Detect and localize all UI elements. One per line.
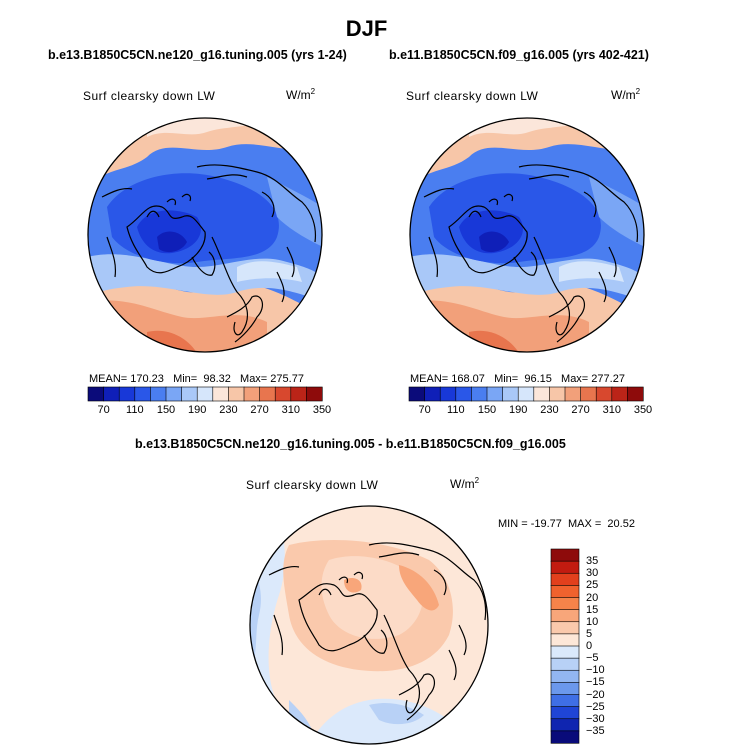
colorbar-tick-label: 30 (586, 567, 599, 580)
colorbar-tick-label: 230 (219, 404, 238, 416)
figure-title: DJF (345, 16, 388, 41)
panel-3-units: W/m2 (450, 476, 480, 491)
panel-2-stats: MEAN= 168.07 Min= 96.15 Max= 277.27 (410, 373, 625, 385)
panel-2-units: W/m2 (611, 87, 641, 102)
colorbar-box (502, 386, 519, 402)
panel-1-colorbar (87, 386, 323, 402)
colorbar-box (243, 386, 261, 402)
colorbar-box (486, 386, 504, 402)
colorbar-tick-label: −15 (586, 676, 605, 689)
colorbar-box (439, 386, 457, 402)
panel-1-polar-map (87, 117, 323, 353)
colorbar-tick-label: 20 (586, 591, 599, 604)
colorbar-box (611, 386, 629, 402)
colorbar-tick-label: 5 (586, 627, 593, 640)
colorbar-box (290, 386, 308, 402)
colorbar-box (181, 386, 198, 402)
colorbar-box (550, 560, 580, 574)
panel-3-variable-label: Surf clearsky down LW (246, 478, 379, 492)
colorbar-tick-label: 230 (540, 404, 559, 416)
colorbar-box (550, 694, 580, 708)
colorbar-box (550, 609, 580, 623)
colorbar-tick-label: 190 (188, 404, 207, 416)
panel-2-variable-label: Surf clearsky down LW (406, 89, 539, 103)
colorbar-tick-label: 0 (586, 640, 593, 652)
panel-3-polar-map (249, 505, 489, 745)
panel-2-colorbar (408, 386, 644, 402)
colorbar-tick-label: 15 (586, 603, 599, 616)
colorbar-tick-label: 25 (586, 579, 599, 592)
colorbar-box (274, 386, 292, 402)
colorbar-box (471, 386, 488, 402)
colorbar-box (118, 386, 136, 402)
panel-3-colorbar-labels: 35 30 25 20 15 10 5 0 −5 −10 −15 −20 −25 −30 −35 (586, 549, 626, 743)
colorbar-box (550, 730, 580, 744)
panel-1-colorbar-labels: 70 110 150 190 230 270 310 350 (88, 404, 331, 418)
colorbar-box (259, 386, 276, 402)
panel-2-colorbar-labels: 70 110 150 190 230 270 310 350 (409, 404, 652, 418)
colorbar-tick-label: 110 (126, 404, 144, 416)
panel-1-variable-label: Surf clearsky down LW (83, 89, 216, 103)
panel-1-stats: MEAN= 170.23 Min= 98.32 Max= 275.77 (89, 373, 304, 385)
colorbar-box (549, 386, 566, 402)
colorbar-box (87, 386, 105, 402)
colorbar-box (550, 548, 580, 562)
colorbar-tick-label: −25 (586, 700, 605, 713)
panel-2-case-title: b.e11.B1850C5CN.f09_g16.005 (yrs 402-421… (389, 48, 649, 62)
colorbar-tick-label: 150 (477, 404, 497, 416)
panel-1-units: W/m2 (286, 87, 316, 102)
colorbar-box (150, 386, 167, 402)
colorbar-box (165, 386, 183, 402)
colorbar-tick-label: 270 (571, 404, 590, 416)
colorbar-box (103, 386, 120, 402)
colorbar-tick-label: −30 (586, 712, 605, 725)
colorbar-box (550, 706, 580, 720)
colorbar-box (550, 669, 580, 683)
colorbar-tick-label: −5 (586, 652, 599, 665)
colorbar-box (196, 386, 214, 402)
colorbar-tick-label: −20 (586, 688, 605, 701)
colorbar-box (627, 386, 644, 402)
colorbar-tick-label: 70 (418, 404, 431, 416)
colorbar-tick-label: 310 (602, 404, 621, 416)
colorbar-box (550, 572, 580, 586)
colorbar-tick-label: 110 (447, 404, 465, 416)
colorbar-tick-label: −35 (586, 724, 605, 737)
colorbar-box (564, 386, 582, 402)
panel-3-stats: MIN = -19.77 MAX = 20.52 (498, 518, 635, 530)
colorbar-box (212, 386, 230, 402)
colorbar-box (550, 621, 580, 635)
panel-2-polar-map (409, 117, 645, 353)
colorbar-box (533, 386, 551, 402)
colorbar-tick-label: −10 (586, 664, 605, 677)
colorbar-tick-label: 350 (312, 404, 332, 416)
colorbar-box (550, 585, 580, 599)
colorbar-box (595, 386, 613, 402)
colorbar-tick-label: 70 (97, 404, 110, 416)
colorbar-box (550, 682, 580, 696)
colorbar-box (580, 386, 597, 402)
colorbar-box (550, 597, 580, 611)
colorbar-box (455, 386, 472, 402)
colorbar-tick-label: 270 (250, 404, 269, 416)
colorbar-box (306, 386, 323, 402)
colorbar-box (408, 386, 426, 402)
colorbar-box (550, 645, 580, 659)
panel-1-case-title: b.e13.B1850C5CN.ne120_g16.tuning.005 (yr… (48, 48, 347, 62)
colorbar-box (134, 386, 151, 402)
colorbar-tick-label: 150 (156, 404, 176, 416)
colorbar-tick-label: 35 (586, 555, 599, 568)
colorbar-box (424, 386, 441, 402)
panel-3-colorbar (550, 548, 580, 744)
colorbar-tick-label: 350 (633, 404, 653, 416)
colorbar-box (228, 386, 245, 402)
colorbar-box (550, 657, 580, 671)
colorbar-tick-label: 190 (509, 404, 528, 416)
colorbar-box (550, 718, 580, 732)
colorbar-box (550, 633, 580, 647)
colorbar-tick-label: 310 (281, 404, 300, 416)
colorbar-tick-label: 10 (586, 615, 599, 628)
colorbar-box (517, 386, 535, 402)
panel-3-case-title: b.e13.B1850C5CN.ne120_g16.tuning.005 - b… (135, 437, 566, 451)
